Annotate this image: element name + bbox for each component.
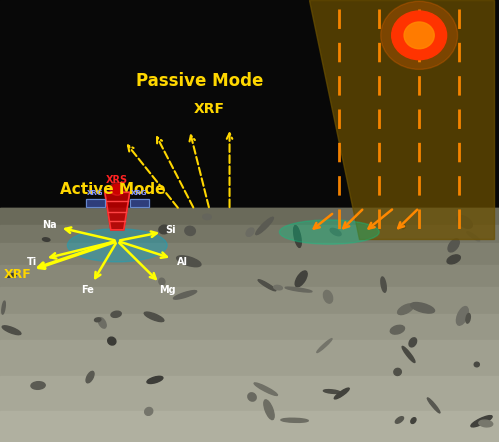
Ellipse shape (111, 311, 121, 317)
Bar (0, 225, 499, 243)
Ellipse shape (281, 418, 308, 423)
Ellipse shape (94, 318, 101, 322)
Bar (0, 340, 499, 376)
Ellipse shape (145, 408, 153, 415)
Bar (0, 314, 499, 340)
Text: Passive Mode: Passive Mode (136, 72, 263, 90)
Text: Si: Si (165, 225, 176, 236)
Text: XRS: XRS (106, 175, 128, 185)
Ellipse shape (330, 229, 341, 236)
Bar (86, 199, 105, 207)
Ellipse shape (402, 347, 415, 362)
Bar (130, 199, 149, 207)
Ellipse shape (2, 301, 5, 314)
Bar (0, 376, 499, 411)
Bar (86, 199, 105, 207)
Bar (0, 208, 499, 442)
Ellipse shape (67, 229, 167, 262)
Ellipse shape (411, 302, 435, 313)
Ellipse shape (86, 371, 94, 383)
Ellipse shape (447, 255, 461, 264)
Ellipse shape (185, 226, 196, 236)
Ellipse shape (108, 337, 116, 345)
Text: Fe: Fe (81, 286, 94, 295)
Ellipse shape (274, 286, 282, 290)
Ellipse shape (31, 381, 45, 389)
Ellipse shape (285, 287, 312, 292)
Bar (0, 0, 499, 208)
Ellipse shape (409, 338, 417, 347)
Circle shape (392, 11, 447, 60)
Ellipse shape (401, 224, 405, 229)
Ellipse shape (264, 400, 274, 419)
Text: XRG: XRG (131, 191, 148, 196)
Ellipse shape (457, 216, 472, 229)
Ellipse shape (474, 362, 480, 367)
Ellipse shape (448, 239, 459, 252)
Text: Active Mode: Active Mode (60, 183, 165, 198)
Text: Na: Na (42, 220, 57, 230)
Ellipse shape (317, 339, 332, 353)
Ellipse shape (174, 290, 197, 299)
Text: XRF: XRF (3, 268, 31, 281)
Bar (130, 199, 149, 207)
Ellipse shape (258, 280, 276, 291)
Text: XRF: XRF (194, 102, 225, 116)
Ellipse shape (390, 325, 405, 334)
Bar (0, 411, 499, 442)
Ellipse shape (159, 225, 170, 234)
Ellipse shape (2, 326, 21, 335)
Ellipse shape (467, 232, 480, 241)
Circle shape (404, 22, 434, 49)
Ellipse shape (466, 313, 471, 323)
Ellipse shape (479, 420, 493, 427)
Ellipse shape (177, 256, 201, 267)
Ellipse shape (323, 290, 333, 303)
Ellipse shape (295, 271, 307, 287)
Polygon shape (105, 192, 130, 230)
Ellipse shape (427, 398, 440, 413)
Ellipse shape (323, 390, 340, 393)
Bar (0, 243, 499, 265)
Ellipse shape (398, 304, 414, 315)
Ellipse shape (159, 278, 165, 285)
Ellipse shape (248, 393, 256, 401)
Ellipse shape (394, 368, 401, 376)
Ellipse shape (203, 214, 211, 220)
Circle shape (110, 182, 125, 195)
Bar (0, 208, 499, 225)
Ellipse shape (7, 274, 17, 278)
Circle shape (381, 1, 458, 69)
Ellipse shape (293, 225, 301, 248)
Ellipse shape (256, 217, 273, 235)
Ellipse shape (411, 418, 416, 423)
Ellipse shape (254, 383, 277, 396)
Text: Al: Al (177, 257, 188, 267)
Ellipse shape (42, 238, 50, 241)
Ellipse shape (246, 228, 254, 236)
Polygon shape (309, 0, 494, 239)
Ellipse shape (147, 376, 163, 384)
Text: Ti: Ti (27, 257, 37, 267)
Text: XRG: XRG (87, 191, 104, 196)
Circle shape (112, 184, 123, 194)
Ellipse shape (279, 220, 379, 244)
Bar (0, 287, 499, 314)
Ellipse shape (98, 318, 106, 328)
Ellipse shape (334, 388, 349, 399)
Ellipse shape (457, 307, 469, 325)
Bar (0, 265, 499, 287)
Ellipse shape (471, 415, 492, 427)
Ellipse shape (381, 277, 386, 292)
Text: Mg: Mg (159, 286, 176, 295)
Ellipse shape (144, 312, 164, 322)
Ellipse shape (395, 417, 404, 423)
